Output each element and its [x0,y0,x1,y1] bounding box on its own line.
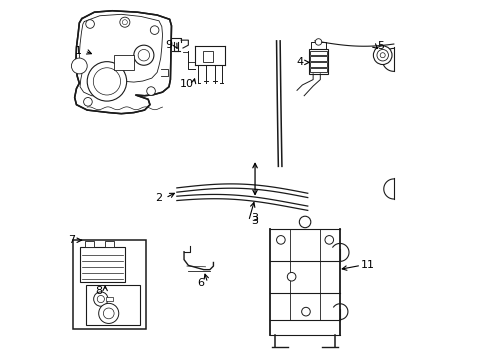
Text: 9: 9 [166,40,172,50]
Circle shape [138,49,149,61]
Circle shape [276,235,285,244]
Circle shape [377,49,389,61]
Text: 2: 2 [155,193,163,203]
Bar [87,285,140,325]
Circle shape [93,68,121,95]
Circle shape [98,303,119,323]
Circle shape [373,46,392,64]
Text: 11: 11 [361,260,375,270]
Circle shape [325,235,334,244]
Polygon shape [74,11,172,114]
Text: 1: 1 [75,46,82,56]
Circle shape [134,45,154,65]
Bar [310,50,327,55]
Bar [310,68,327,72]
Text: 7: 7 [69,235,76,245]
Circle shape [122,20,127,25]
Circle shape [287,273,296,281]
Circle shape [302,307,310,316]
Bar [310,56,327,61]
Circle shape [315,39,322,45]
Text: 5: 5 [377,41,384,50]
Text: 4: 4 [296,57,303,67]
Text: 6: 6 [198,278,205,288]
Bar [105,240,114,247]
Circle shape [84,98,92,106]
Text: 8: 8 [95,286,102,296]
Bar [80,247,125,282]
Circle shape [147,87,155,95]
Text: 3: 3 [251,213,259,222]
Circle shape [103,308,114,319]
Circle shape [86,20,95,28]
Circle shape [97,296,104,303]
Bar [114,55,134,69]
Circle shape [380,53,385,58]
Circle shape [87,62,126,101]
Bar [310,62,327,67]
Bar [309,49,328,74]
Text: 10: 10 [180,79,194,89]
Bar [106,297,113,301]
Bar [203,51,214,62]
Circle shape [299,216,311,228]
Circle shape [120,17,130,27]
Circle shape [150,26,159,35]
Bar [73,240,147,329]
Bar [85,240,95,247]
Circle shape [72,58,87,74]
Text: 3: 3 [251,216,259,226]
Circle shape [94,292,108,306]
